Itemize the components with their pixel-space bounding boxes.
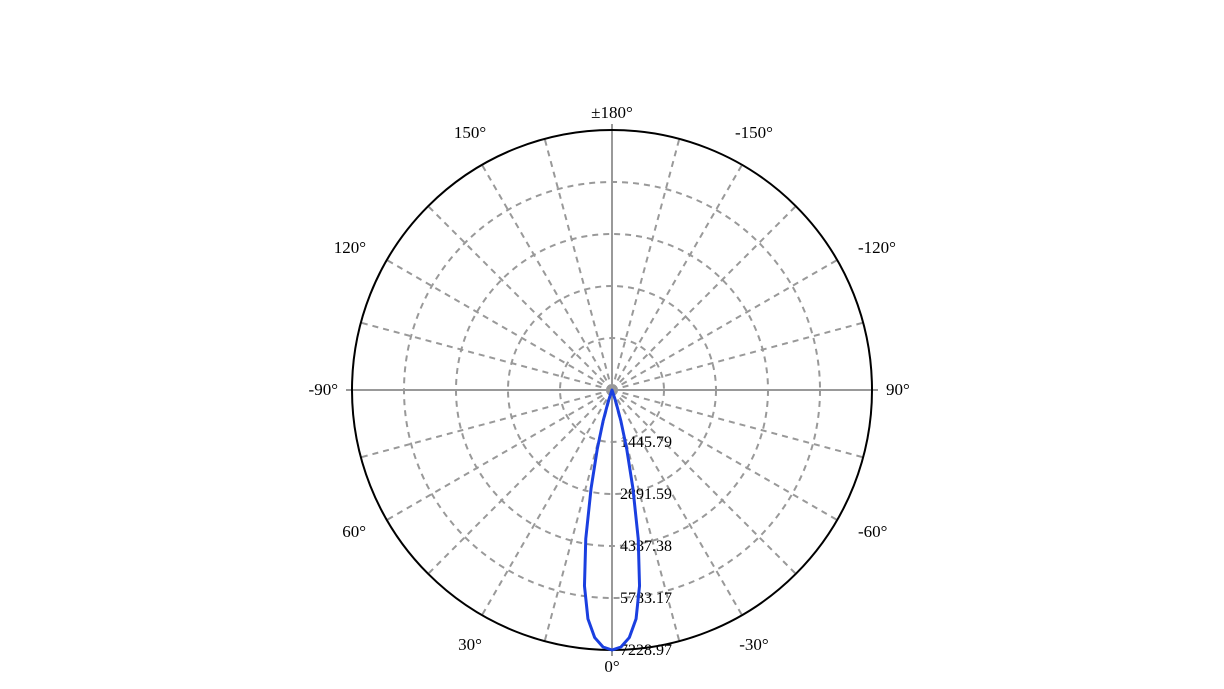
radial-tick-label: 4337.38 [620, 538, 672, 555]
angle-label: -60° [858, 522, 887, 541]
angle-label: 120° [334, 238, 366, 257]
angle-label: 0° [604, 657, 619, 676]
angle-label: 30° [458, 635, 482, 654]
radial-tick-label: 5783.17 [620, 590, 672, 607]
angle-label: 60° [342, 522, 366, 541]
angle-label: 150° [454, 123, 486, 142]
angle-label: -150° [735, 123, 773, 142]
angle-label: ±180° [591, 103, 633, 122]
angle-label: -90° [309, 380, 338, 399]
angle-label: 90° [886, 380, 910, 399]
angle-label: -120° [858, 238, 896, 257]
polar-svg: 1445.792891.594337.385783.177228.97±180°… [0, 0, 1224, 689]
radial-tick-label: 2891.59 [620, 486, 672, 503]
radial-tick-label: 7228.97 [620, 642, 672, 659]
angle-label: -30° [739, 635, 768, 654]
polar-chart: 1445.792891.594337.385783.177228.97±180°… [0, 0, 1224, 689]
